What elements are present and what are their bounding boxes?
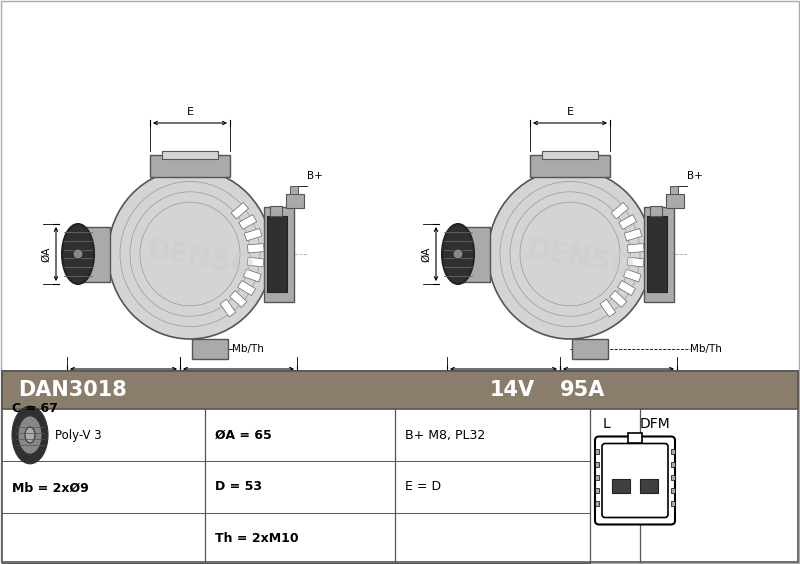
Bar [671, 487, 675, 492]
Bar [618, 215, 637, 230]
Bar [2, 371, 798, 409]
Bar [627, 257, 644, 267]
Bar [247, 244, 264, 253]
Bar [82, 227, 110, 281]
Bar [670, 186, 678, 194]
Bar [671, 448, 675, 453]
FancyBboxPatch shape [602, 443, 668, 518]
Bar [243, 269, 262, 282]
Bar [644, 206, 674, 302]
Bar [611, 202, 629, 219]
Ellipse shape [73, 249, 83, 259]
Text: Mb/Th: Mb/Th [232, 344, 264, 354]
Text: B+: B+ [307, 171, 322, 181]
Bar [595, 461, 599, 466]
Bar [462, 227, 490, 281]
Bar [0, 0, 800, 369]
Bar [286, 194, 304, 208]
Bar [600, 299, 616, 317]
Text: C: C [234, 375, 242, 385]
Text: Th = 2xM10: Th = 2xM10 [215, 531, 298, 544]
Bar [220, 299, 236, 317]
Bar [595, 448, 599, 453]
Text: 14V: 14V [490, 380, 535, 400]
Bar [247, 257, 264, 267]
Bar [623, 269, 642, 282]
Text: D = 53: D = 53 [215, 481, 262, 494]
Bar [671, 474, 675, 479]
Ellipse shape [488, 169, 652, 339]
Text: B+ M8, PL32: B+ M8, PL32 [405, 429, 486, 442]
Bar [162, 151, 218, 159]
Ellipse shape [442, 224, 474, 284]
Bar [238, 280, 255, 296]
Text: B+: B+ [687, 171, 702, 181]
Text: C: C [614, 375, 622, 385]
Text: Mb = 2xØ9: Mb = 2xØ9 [12, 482, 89, 495]
Ellipse shape [18, 416, 42, 454]
Bar [270, 206, 282, 216]
Bar [530, 155, 610, 177]
Text: DFM: DFM [640, 417, 670, 431]
Bar [2, 371, 798, 562]
Text: DENSO: DENSO [524, 236, 636, 282]
Bar [230, 290, 247, 307]
Bar [671, 461, 675, 466]
Text: DAN3018: DAN3018 [18, 380, 126, 400]
Bar [192, 339, 228, 359]
Bar [627, 244, 644, 253]
Bar [264, 206, 294, 302]
Bar [267, 216, 287, 292]
FancyBboxPatch shape [595, 437, 675, 525]
Bar [542, 151, 598, 159]
Bar [290, 186, 298, 194]
Bar [612, 478, 630, 492]
Ellipse shape [62, 224, 94, 284]
Text: D: D [119, 375, 128, 385]
Text: ØA = 65: ØA = 65 [215, 429, 272, 442]
Ellipse shape [12, 406, 48, 464]
Text: E = D: E = D [405, 481, 441, 494]
Bar [595, 487, 599, 492]
Bar [595, 474, 599, 479]
Bar [624, 228, 642, 241]
Text: DENSO: DENSO [144, 236, 256, 282]
Text: E: E [186, 107, 194, 117]
Text: D: D [499, 375, 508, 385]
Bar [238, 215, 257, 230]
Ellipse shape [108, 169, 272, 339]
Bar [150, 155, 230, 177]
Bar [666, 194, 684, 208]
Text: 95A: 95A [560, 380, 606, 400]
Bar [0, 188, 800, 384]
Text: C = 67: C = 67 [12, 403, 58, 416]
Bar [595, 500, 599, 505]
Bar [650, 206, 662, 216]
Text: ØA: ØA [421, 246, 431, 262]
Bar [610, 290, 627, 307]
Text: ØA: ØA [41, 246, 51, 262]
Bar [618, 280, 635, 296]
Ellipse shape [25, 427, 35, 443]
Ellipse shape [453, 249, 463, 259]
Text: Poly-V 3: Poly-V 3 [55, 429, 102, 442]
Text: Mb/Th: Mb/Th [690, 344, 722, 354]
Bar [640, 478, 658, 492]
Bar [244, 228, 262, 241]
Bar [671, 500, 675, 505]
Bar [628, 433, 642, 443]
Text: L: L [603, 417, 611, 431]
Text: E: E [566, 107, 574, 117]
Bar [231, 202, 249, 219]
Bar [647, 216, 667, 292]
Bar [572, 339, 608, 359]
